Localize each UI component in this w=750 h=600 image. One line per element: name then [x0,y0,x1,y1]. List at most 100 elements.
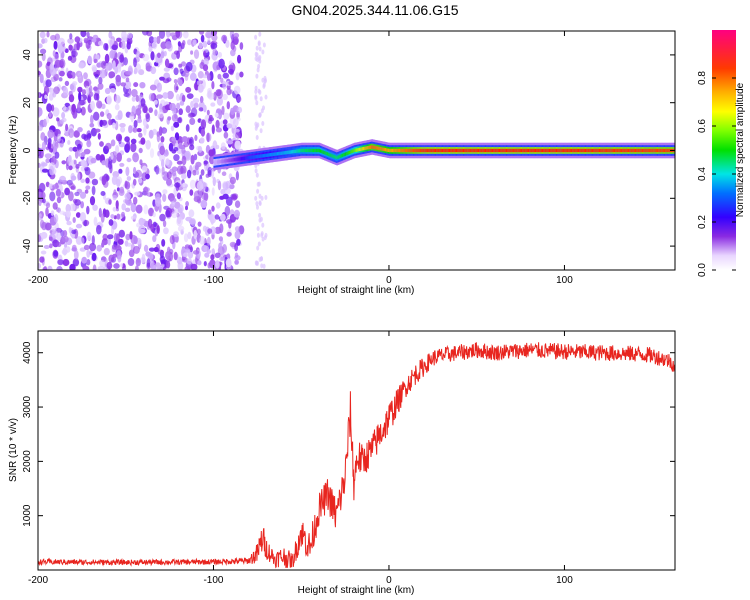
signal-track-cell [224,159,227,163]
signal-track-cell [506,148,509,153]
signal-track-cell [563,148,566,153]
signal-track-cell [376,146,379,150]
noise-speckle [103,43,108,51]
noise-speckle [146,258,151,268]
noise-speckle [132,126,138,133]
noise-speckle [95,54,100,61]
noise-speckle [166,171,172,179]
noise-speckle [259,96,263,102]
noise-speckle [206,236,211,246]
signal-track-cell [655,148,658,153]
noise-speckle [123,57,128,66]
snr-frame [37,330,676,571]
noise-speckle [133,57,137,68]
signal-track-cell [639,148,641,153]
noise-speckle [192,250,200,255]
signal-track-cell [255,155,258,159]
signal-track-cell [453,148,456,153]
signal-track-cell [465,148,467,153]
noise-speckle [89,242,97,252]
signal-track-cell [290,150,293,154]
signal-track-cell [231,158,233,162]
signal-track-cell [250,155,252,160]
noise-speckle [198,42,203,49]
noise-speckle [108,31,113,39]
signal-track-cell [480,148,482,153]
noise-speckle [113,215,117,220]
signal-track-cell [454,148,457,153]
signal-track-cell [612,148,615,153]
noise-speckle [207,92,215,100]
noise-speckle [50,34,57,41]
noise-speckle [177,41,181,47]
noise-speckle [259,216,263,222]
noise-speckle [165,31,171,38]
noise-speckle [134,265,139,270]
signal-track-cell [483,148,486,153]
noise-speckle [86,231,92,241]
signal-track-cell [436,148,438,153]
signal-track-cell [660,148,662,153]
noise-speckle [42,198,46,204]
noise-speckle [216,89,223,100]
noise-speckle [77,102,81,112]
noise-speckle [38,263,41,269]
noise-speckle [157,52,161,59]
signal-track-cell [392,148,395,153]
noise-speckle [67,38,74,44]
noise-speckle [211,205,215,212]
signal-track-cell [577,148,580,153]
noise-speckle [261,121,265,126]
signal-track-cell [438,148,440,153]
noise-speckle [158,126,163,136]
signal-track-cell [262,154,265,158]
signal-track-cell [475,148,478,153]
noise-speckle [109,50,115,59]
signal-track-cell [601,148,603,153]
noise-speckle [192,97,200,104]
signal-track-cell [399,148,402,153]
signal-track-cell [573,148,575,153]
signal-track-cell [281,151,283,155]
noise-speckle [173,121,180,128]
signal-track-cell [640,148,643,153]
noise-speckle [78,72,82,79]
noise-speckle [189,189,194,196]
noise-speckle [231,194,238,201]
noise-speckle [102,233,108,241]
signal-track-cell [247,156,250,160]
signal-track-cell [651,148,653,153]
noise-speckle [127,258,135,266]
noise-speckle [71,229,77,235]
signal-track-cell [530,148,532,153]
noise-speckle [87,55,93,65]
noise-speckle [167,116,172,121]
noise-speckle [69,203,76,212]
noise-speckle [262,42,266,48]
noise-speckle [62,86,69,97]
signal-track-cell [576,148,579,153]
signal-track-cell [510,148,512,153]
noise-speckle [255,135,259,140]
noise-speckle [126,242,132,247]
signal-track-cell [223,159,225,163]
noise-speckle [93,93,99,101]
noise-speckle [48,111,52,118]
noise-speckle [261,77,265,83]
signal-track-cell [662,148,665,153]
signal-track-cell [665,148,667,153]
noise-speckle [258,212,262,218]
signal-track-cell [453,148,455,153]
noise-speckle [38,107,43,117]
noise-speckle [53,250,59,257]
noise-speckle [128,125,133,134]
signal-track-cell [236,157,238,162]
noise-speckle [210,102,216,107]
noise-speckle [166,260,171,269]
noise-speckle [199,95,204,104]
noise-speckle [138,217,145,226]
noise-speckle [75,163,80,169]
noise-speckle [163,128,167,134]
signal-track-cell [232,158,235,162]
signal-track-cell [527,148,530,153]
